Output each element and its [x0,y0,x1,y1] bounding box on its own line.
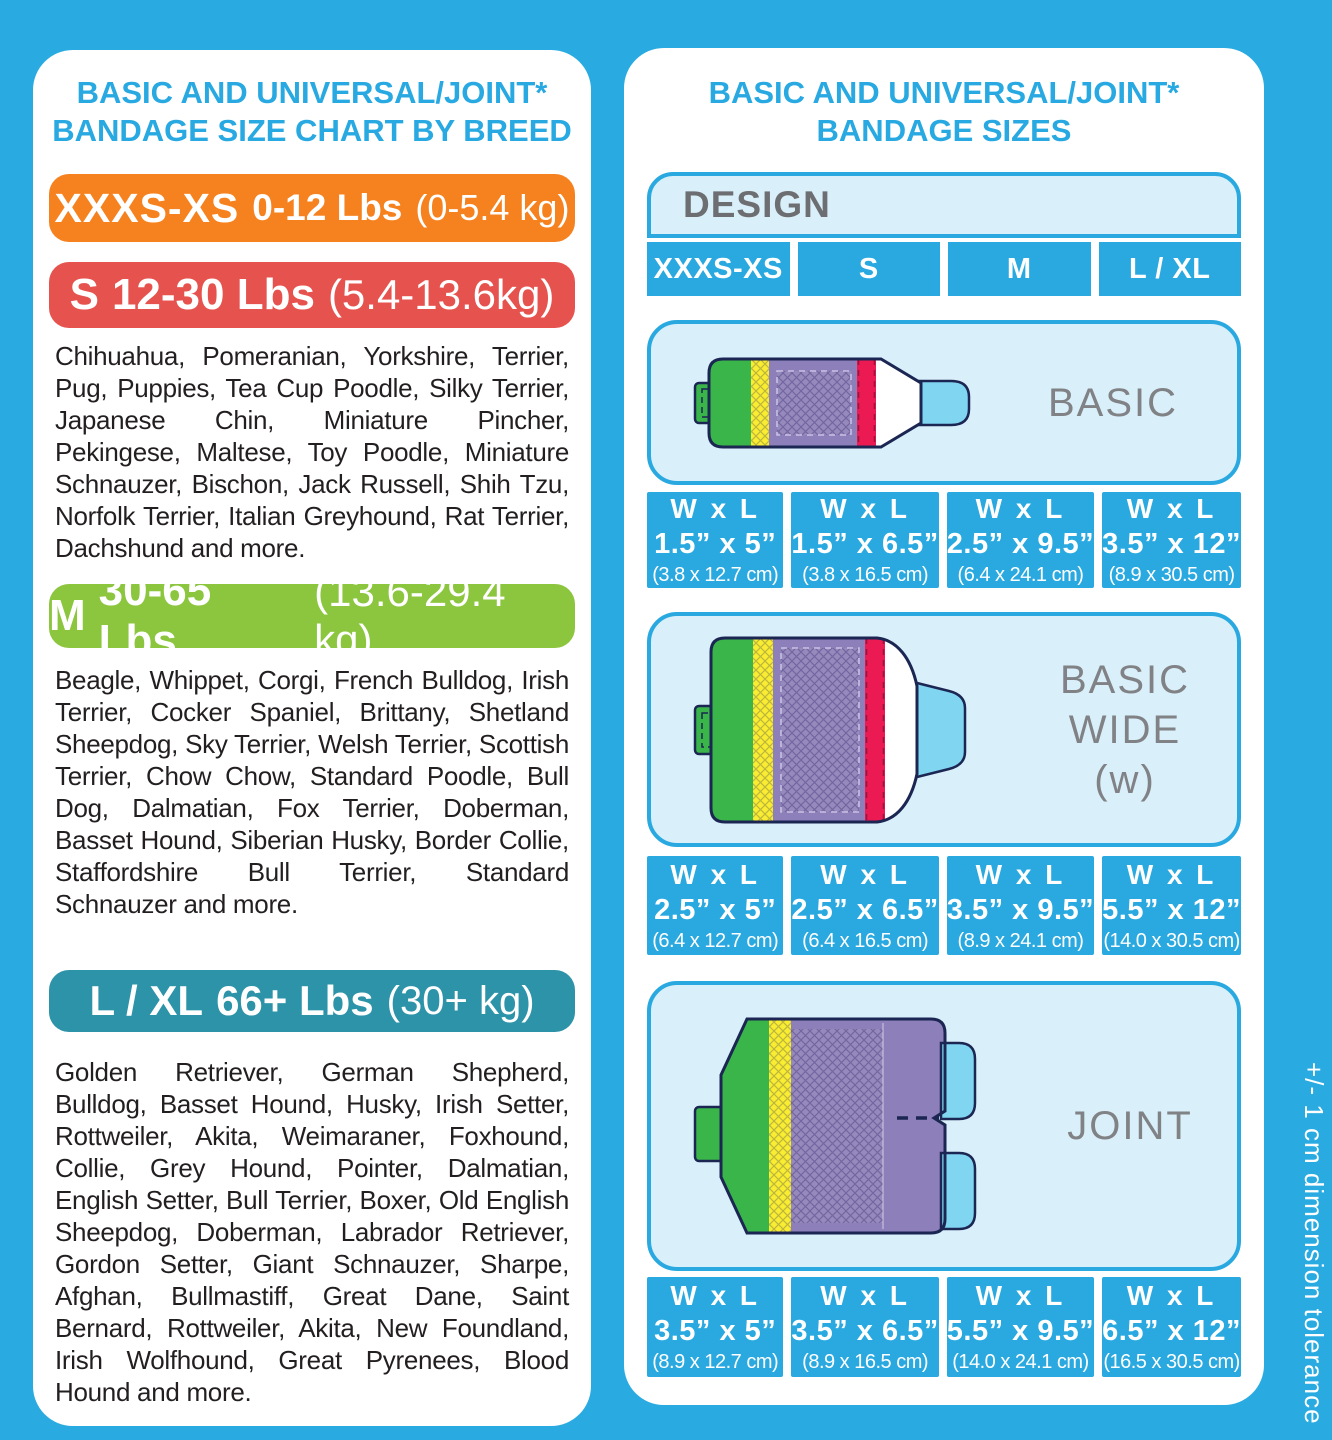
size-cell: W x L 2.5” x 5” (6.4 x 12.7 cm) [647,856,784,955]
breed-list-s: Chihuahua, Pomeranian, Yorkshire, Terrie… [55,341,569,563]
size-cell: W x L 2.5” x 9.5” (6.4 x 24.1 cm) [946,492,1095,588]
size-cell: W x L 6.5” x 12” (16.5 x 30.5 cm) [1102,1277,1241,1377]
product-label-basic-wide: BASIC WIDE (w) [1059,657,1191,802]
tolerance-note: +/- 1 cm dimension tolerance [1299,1062,1329,1425]
column-header-row: XXXS-XS S M L / XL [647,242,1241,296]
column-header-m: M [948,242,1091,296]
breed-list-m: Beagle, Whippet, Corgi, French Bulldog, … [55,665,569,919]
joint-bandage-icon [693,1017,977,1235]
product-box-basic-wide: BASIC WIDE (w) [647,612,1241,847]
size-label: M [49,591,86,640]
size-table-panel: BASIC AND UNIVERSAL/JOINT* BANDAGE SIZES… [624,48,1264,1405]
size-row-basic-wide: W x L 2.5” x 5” (6.4 x 12.7 cm) W x L 2.… [647,856,1241,955]
product-label-joint: JOINT [1067,1104,1193,1148]
size-label: XXXS-XS [54,184,240,231]
size-table-title-line1: BASIC AND UNIVERSAL/JOINT* [708,75,1180,110]
column-header-l-xl: L / XL [1098,242,1241,296]
size-lbs-range: 30-65 Lbs [98,566,212,665]
column-header-xxxs-xs: XXXS-XS [647,242,790,296]
design-header-label: DESIGN [683,184,831,225]
size-row-basic: W x L 1.5” x 5” (3.8 x 12.7 cm) W x L 1.… [647,492,1241,588]
size-lbs-range: 12-30 Lbs [111,270,315,319]
size-cell: W x L 1.5” x 6.5” (3.8 x 16.5 cm) [791,492,939,588]
size-kg-range: (30+ kg) [386,978,535,1023]
size-kg-range: (0-5.4 kg) [415,187,570,228]
breed-chart-panel: BASIC AND UNIVERSAL/JOINT* BANDAGE SIZE … [33,50,591,1426]
size-banner-m: M 30-65 Lbs (13.6-29.4 kg) [49,566,575,665]
size-cell: W x L 3.5” x 12” (8.9 x 30.5 cm) [1102,492,1241,588]
size-label: L / XL [89,977,204,1024]
size-cell: W x L 2.5” x 6.5” (6.4 x 16.5 cm) [791,856,939,955]
size-cell: W x L 3.5” x 6.5” (8.9 x 16.5 cm) [791,1277,939,1377]
size-cell: W x L 5.5” x 12” (14.0 x 30.5 cm) [1102,856,1241,955]
design-header: DESIGN [647,172,1241,238]
column-header-s: S [797,242,940,296]
breed-chart-title-line1: BASIC AND UNIVERSAL/JOINT* [76,75,548,110]
basic-bandage-icon [693,357,971,448]
size-label: S [69,270,99,319]
breed-chart-title-line2: BANDAGE SIZE CHART BY BREED [52,113,572,148]
size-banner-s: S 12-30 Lbs (5.4-13.6kg) [49,262,575,328]
size-cell: W x L 3.5” x 9.5” (8.9 x 24.1 cm) [946,856,1095,955]
basic-wide-bandage-icon [693,636,967,823]
size-lbs-range: 0-12 Lbs [252,187,403,228]
size-cell: W x L 3.5” x 5” (8.9 x 12.7 cm) [647,1277,784,1377]
size-row-joint: W x L 3.5” x 5” (8.9 x 12.7 cm) W x L 3.… [647,1277,1241,1377]
size-banner-xxxs-xs: XXXS-XS 0-12 Lbs (0-5.4 kg) [49,174,575,242]
size-lbs-range: 66+ Lbs [216,977,374,1024]
product-box-joint: JOINT [647,981,1241,1271]
size-kg-range: (5.4-13.6kg) [327,271,555,318]
size-cell: W x L 5.5” x 9.5” (14.0 x 24.1 cm) [946,1277,1095,1377]
product-label-basic: BASIC [1047,380,1179,425]
size-table-title: BASIC AND UNIVERSAL/JOINT* BANDAGE SIZES [647,74,1241,150]
size-kg-range: (13.6-29.4 kg) [314,568,506,663]
breed-chart-title: BASIC AND UNIVERSAL/JOINT* BANDAGE SIZE … [47,74,577,150]
size-banner-l-xl: L / XL 66+ Lbs (30+ kg) [49,970,575,1032]
product-box-basic: BASIC [647,320,1241,485]
breed-list-l-xl: Golden Retriever, German Shepherd, Bulld… [55,1057,569,1407]
size-cell: W x L 1.5” x 5” (3.8 x 12.7 cm) [647,492,784,588]
size-table-title-line2: BANDAGE SIZES [816,113,1072,148]
